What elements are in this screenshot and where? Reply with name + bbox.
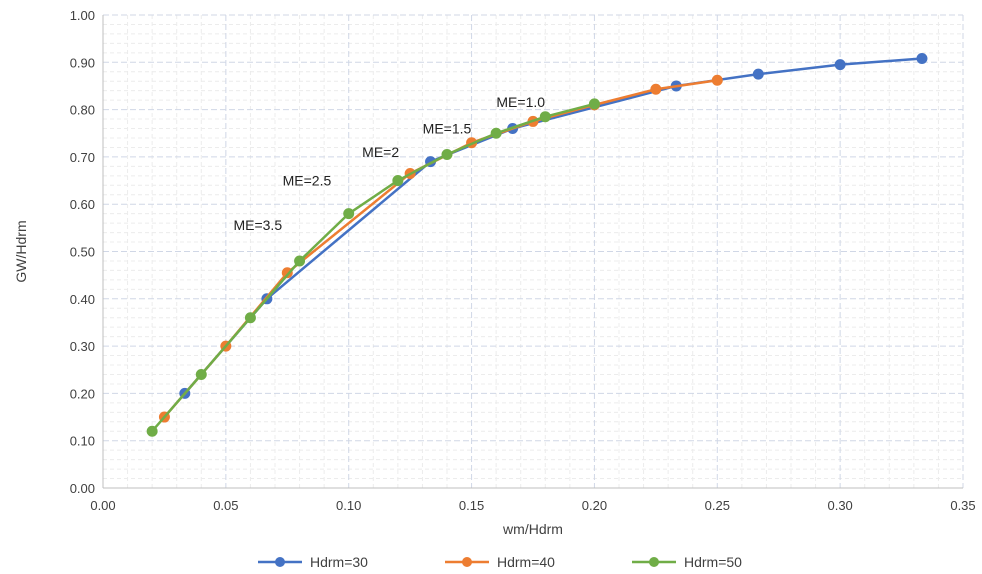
x-tick-label: 0.05 xyxy=(213,498,238,513)
minor-gridlines xyxy=(103,15,963,488)
legend-swatch-marker xyxy=(275,557,285,567)
y-tick-labels: 0.00 0.10 0.20 0.30 0.40 0.50 0.60 0.70 0.80 0.90… xyxy=(70,8,95,496)
data-point xyxy=(711,74,723,86)
x-tick-label: 0.20 xyxy=(582,498,607,513)
annotation-label: ME=2 xyxy=(362,144,399,160)
data-point xyxy=(392,175,404,187)
data-point xyxy=(490,127,502,139)
x-tick-label: 0.35 xyxy=(950,498,975,513)
data-point xyxy=(588,98,600,110)
y-tick-label: 0.20 xyxy=(70,386,95,401)
annotation-label: ME=3.5 xyxy=(233,217,282,233)
data-point xyxy=(146,425,158,437)
legend-label: Hdrm=50 xyxy=(684,554,742,570)
annotations: ME=1.0 ME=1.5 ME=2 ME=2.5 ME=3.5 xyxy=(233,94,545,233)
annotation-label: ME=1.0 xyxy=(496,94,545,110)
data-point xyxy=(343,208,355,220)
annotation-label: ME=2.5 xyxy=(283,172,332,188)
x-tick-label: 0.30 xyxy=(827,498,852,513)
x-tick-label: 0.15 xyxy=(459,498,484,513)
y-tick-label: 0.10 xyxy=(70,434,95,449)
series-line xyxy=(183,57,923,395)
data-point xyxy=(244,312,256,324)
x-tick-labels: 0.00 0.05 0.10 0.15 0.20 0.25 0.30 0.35 xyxy=(90,498,975,513)
data-point xyxy=(650,83,662,95)
data-point xyxy=(281,267,293,279)
annotation-label: ME=1.5 xyxy=(423,120,472,136)
legend-label: Hdrm=30 xyxy=(310,554,368,570)
x-tick-label: 0.25 xyxy=(705,498,730,513)
y-tick-label: 0.90 xyxy=(70,55,95,70)
legend-swatch-marker xyxy=(649,557,659,567)
y-tick-label: 0.80 xyxy=(70,103,95,118)
data-point xyxy=(294,255,306,267)
series-layer xyxy=(146,53,928,437)
data-point xyxy=(752,68,764,80)
legend-item: Hdrm=40 xyxy=(445,554,555,570)
data-point xyxy=(441,149,453,161)
y-tick-label: 1.00 xyxy=(70,8,95,23)
legend-item: Hdrm=50 xyxy=(632,554,742,570)
legend: Hdrm=30 Hdrm=40 Hdrm=50 xyxy=(258,554,742,570)
x-tick-label: 0.00 xyxy=(90,498,115,513)
series-line xyxy=(151,102,595,433)
y-axis-title: GW/Hdrm xyxy=(13,220,29,282)
major-gridlines xyxy=(103,14,964,488)
series-1 xyxy=(179,53,928,399)
y-tick-label: 0.70 xyxy=(70,150,95,165)
y-tick-label: 0.60 xyxy=(70,197,95,212)
y-tick-label: 0.50 xyxy=(70,245,95,260)
y-tick-label: 0.30 xyxy=(70,339,95,354)
data-point xyxy=(834,59,846,71)
series-3 xyxy=(146,98,600,437)
data-point xyxy=(916,53,928,65)
x-tick-label: 0.10 xyxy=(336,498,361,513)
y-tick-label: 0.00 xyxy=(70,481,95,496)
data-point xyxy=(195,368,207,380)
legend-swatch-marker xyxy=(462,557,472,567)
legend-label: Hdrm=40 xyxy=(497,554,555,570)
legend-item: Hdrm=30 xyxy=(258,554,368,570)
x-axis-title: wm/Hdrm xyxy=(502,521,563,537)
data-point xyxy=(539,111,551,123)
y-tick-label: 0.40 xyxy=(70,292,95,307)
